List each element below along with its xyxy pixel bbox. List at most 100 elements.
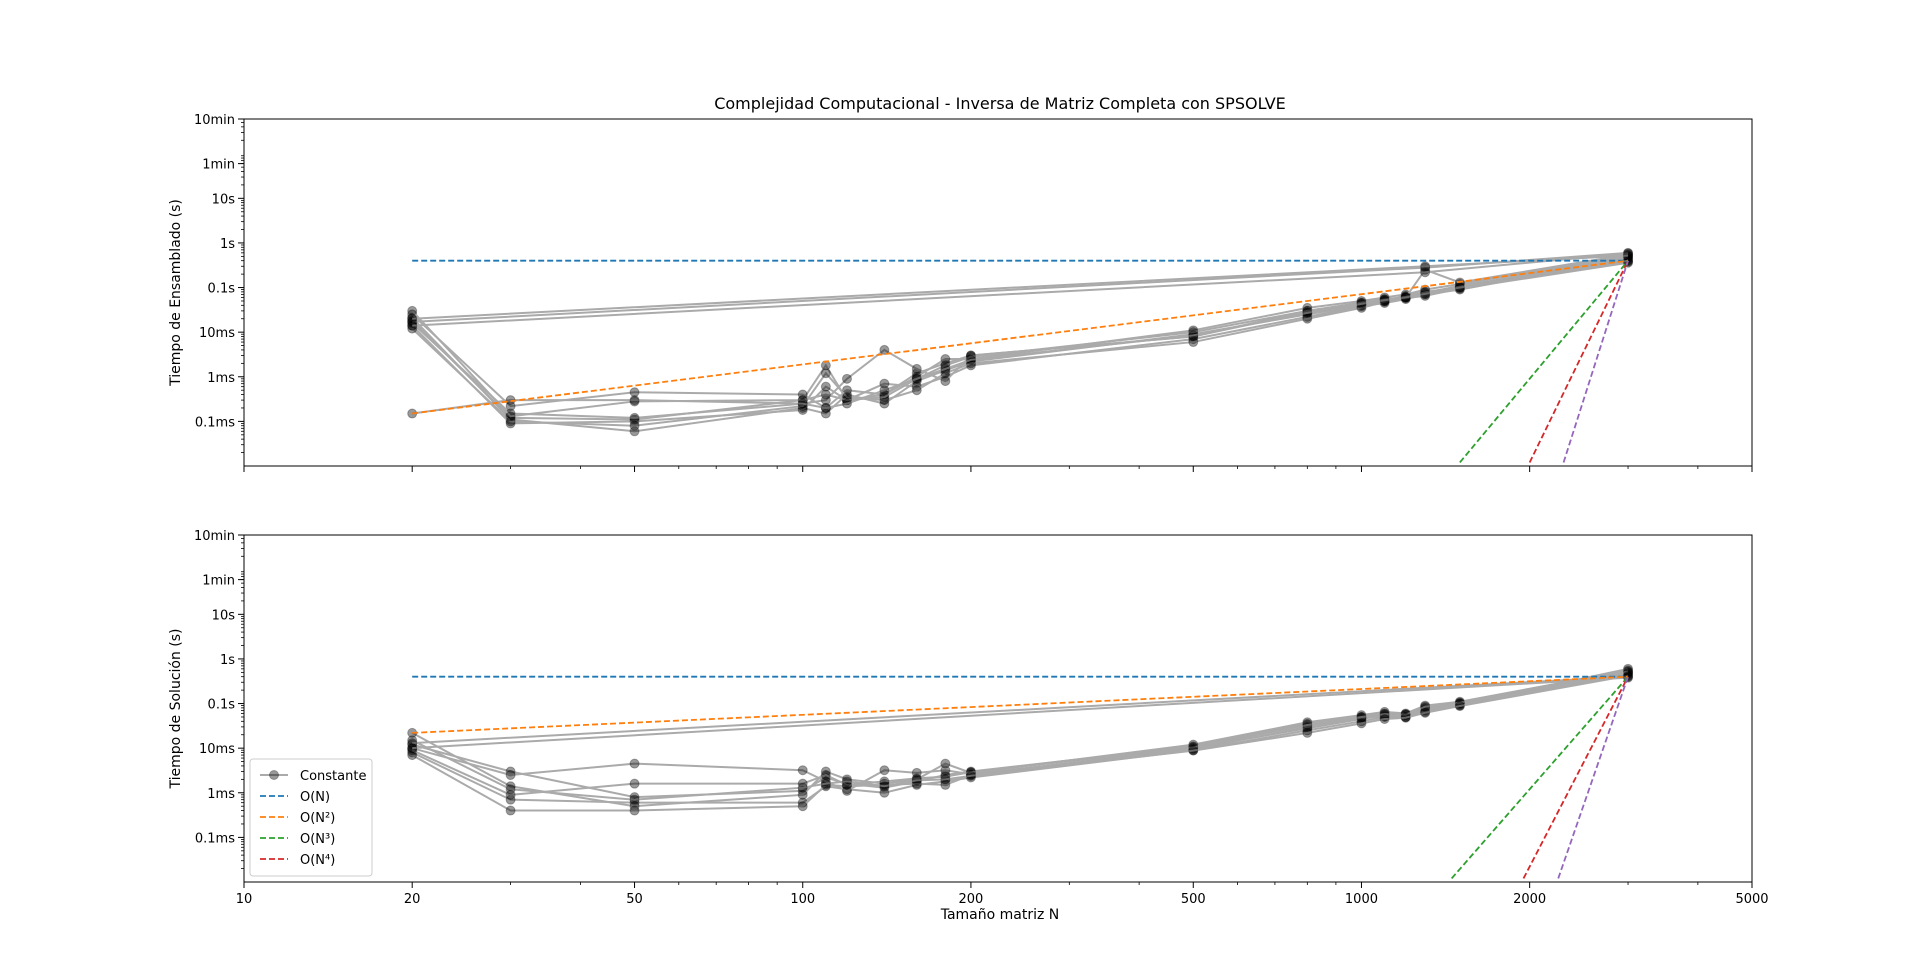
data-point bbox=[1420, 707, 1431, 718]
x-tick-label: 10 bbox=[236, 892, 253, 907]
data-point bbox=[1400, 712, 1411, 723]
series-line bbox=[412, 675, 1629, 745]
y-tick-label: 1s bbox=[220, 653, 235, 668]
data-point bbox=[820, 389, 831, 400]
data-point bbox=[940, 376, 951, 387]
legend-box bbox=[249, 758, 373, 877]
data-point bbox=[1302, 727, 1313, 738]
y-tick-label: 10s bbox=[212, 192, 236, 207]
data-point bbox=[965, 770, 976, 781]
data-point bbox=[911, 775, 922, 786]
y-tick-label: 0.1s bbox=[208, 282, 236, 297]
data-point bbox=[1400, 292, 1411, 303]
panel-solution-time: 10 20 50 100 200 500 1000 2000 5000 0.1ms 1ms 10ms 0… bbox=[168, 529, 1769, 907]
data-point bbox=[505, 784, 516, 795]
data-point bbox=[797, 801, 808, 812]
data-point bbox=[629, 778, 640, 789]
chart-title: Complejidad Computacional - Inversa de M… bbox=[714, 94, 1286, 113]
data-point bbox=[629, 805, 640, 816]
x-tick-label: 50 bbox=[626, 892, 643, 907]
data-point bbox=[940, 758, 951, 769]
data-point bbox=[879, 378, 890, 389]
y-tick-label: 0.1ms bbox=[195, 831, 235, 846]
reference-line bbox=[412, 675, 1629, 734]
reference-line bbox=[1450, 676, 1629, 880]
plot-frame bbox=[243, 534, 1753, 883]
data-point bbox=[1188, 337, 1199, 348]
data-point bbox=[407, 320, 418, 331]
data-point bbox=[841, 398, 852, 409]
series-line bbox=[412, 254, 1629, 320]
data-point bbox=[505, 770, 516, 781]
data-point bbox=[911, 767, 922, 778]
x-tick-label: 200 bbox=[959, 892, 984, 907]
data-point bbox=[940, 765, 951, 776]
data-point bbox=[1454, 701, 1465, 712]
x-tick-label: 5000 bbox=[1735, 892, 1768, 907]
y-tick-label: 1ms bbox=[207, 787, 235, 802]
data-point bbox=[879, 765, 890, 776]
data-point bbox=[629, 412, 640, 423]
legend-label: O(N³) bbox=[300, 832, 335, 847]
series-line bbox=[411, 258, 1629, 421]
data-point bbox=[797, 389, 808, 400]
data-point bbox=[407, 305, 418, 316]
data-point bbox=[1356, 298, 1367, 309]
y-axis-label: Tiempo de Ensamblado (s) bbox=[168, 199, 184, 387]
x-axis-label: Tamaño matriz N bbox=[940, 907, 1060, 923]
data-point bbox=[407, 313, 418, 324]
data-point bbox=[841, 373, 852, 384]
series-line bbox=[412, 251, 1629, 323]
y-tick-label: 10ms bbox=[199, 742, 235, 757]
data-point bbox=[911, 363, 922, 374]
y-tick-label: 1ms bbox=[207, 371, 235, 386]
data-point bbox=[629, 395, 640, 406]
series-line bbox=[411, 667, 1629, 812]
data-point bbox=[797, 765, 808, 776]
legend-marker bbox=[269, 770, 279, 780]
y-axis-label: Tiempo de Solución (s) bbox=[168, 628, 184, 789]
data-point bbox=[1356, 718, 1367, 729]
x-tick-label: 2000 bbox=[1513, 892, 1546, 907]
series-line bbox=[411, 672, 1629, 793]
data-point bbox=[629, 387, 640, 398]
y-tick-label: 10min bbox=[194, 529, 235, 544]
x-tick-label: 20 bbox=[404, 892, 421, 907]
y-tick-label: 0.1ms bbox=[195, 415, 235, 430]
data-point bbox=[1188, 745, 1199, 756]
y-tick-label: 1s bbox=[220, 237, 235, 252]
series-line bbox=[412, 259, 1629, 415]
data-point bbox=[1420, 701, 1431, 712]
data-point bbox=[797, 782, 808, 793]
data-point bbox=[1454, 282, 1465, 293]
data-point bbox=[879, 344, 890, 355]
data-point bbox=[505, 411, 516, 422]
legend-label: O(N⁴) bbox=[300, 853, 335, 868]
data-point bbox=[629, 420, 640, 431]
series-line bbox=[412, 676, 1629, 750]
y-tick-label: 1min bbox=[202, 574, 235, 589]
series-line bbox=[411, 671, 1629, 799]
data-point bbox=[841, 785, 852, 796]
data-point bbox=[820, 778, 831, 789]
x-tick-label: 500 bbox=[1181, 892, 1206, 907]
reference-line bbox=[1522, 676, 1629, 879]
reference-line bbox=[1528, 260, 1629, 463]
series-line bbox=[411, 257, 1629, 425]
y-tick-label: 10s bbox=[212, 608, 236, 623]
data-point bbox=[820, 770, 831, 781]
data-point bbox=[407, 316, 418, 327]
series-line bbox=[411, 255, 1629, 410]
data-point bbox=[629, 758, 640, 769]
y-tick-label: 1min bbox=[202, 158, 235, 173]
data-point bbox=[1420, 267, 1431, 278]
data-point bbox=[1188, 330, 1199, 341]
data-point bbox=[820, 395, 831, 406]
reference-line bbox=[412, 259, 1629, 415]
data-point bbox=[1302, 720, 1313, 731]
reference-line bbox=[1459, 260, 1629, 464]
data-point bbox=[841, 776, 852, 787]
y-tick-label: 10ms bbox=[199, 326, 235, 341]
y-tick-label: 10min bbox=[194, 113, 235, 128]
